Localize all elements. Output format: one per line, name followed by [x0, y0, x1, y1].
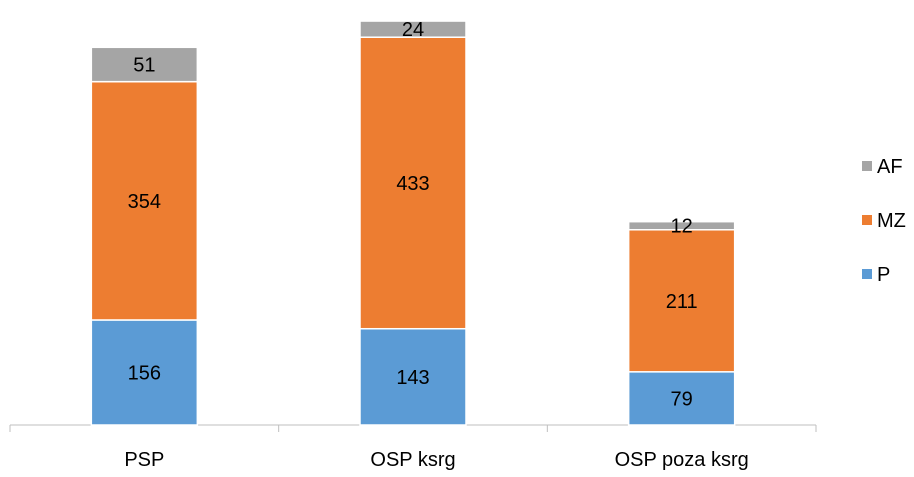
data-label-mz: 354	[128, 191, 161, 213]
legend-swatch-af	[862, 161, 872, 171]
legend-swatch-mz	[862, 215, 872, 225]
data-label-p: 79	[671, 388, 693, 410]
data-label-af: 51	[133, 54, 155, 76]
x-tick-label: OSP ksrg	[370, 449, 455, 471]
bar-af-psp	[90, 46, 199, 83]
legend-label-mz: MZ	[877, 210, 906, 232]
legend-swatch-p	[862, 269, 872, 279]
data-label-af: 24	[402, 19, 424, 41]
data-label-p: 143	[396, 367, 429, 389]
x-tick-label: OSP poza ksrg	[615, 449, 749, 471]
data-label-mz: 433	[396, 173, 429, 195]
bar-mz-psp	[90, 80, 199, 321]
legend-label-p: P	[877, 264, 890, 286]
data-label-mz: 211	[666, 291, 698, 313]
bar-p-psp	[90, 319, 199, 426]
bar-af-osp-poza-ksrg	[627, 220, 736, 231]
data-label-af: 12	[671, 216, 693, 238]
legend-label-af: AF	[877, 156, 903, 178]
bar-af-osp-ksrg	[359, 20, 467, 38]
data-label-p: 156	[128, 362, 161, 384]
x-tick-label: PSP	[124, 449, 164, 471]
